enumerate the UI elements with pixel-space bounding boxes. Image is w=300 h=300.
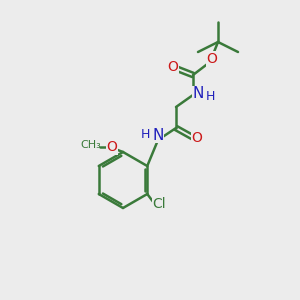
Text: H: H bbox=[206, 91, 215, 103]
Text: N: N bbox=[152, 128, 164, 142]
Text: N: N bbox=[192, 86, 204, 101]
Text: O: O bbox=[192, 131, 203, 145]
Text: O: O bbox=[168, 60, 178, 74]
Text: Cl: Cl bbox=[152, 197, 166, 211]
Text: CH₃: CH₃ bbox=[80, 140, 101, 150]
Text: O: O bbox=[106, 140, 117, 154]
Text: H: H bbox=[141, 128, 150, 142]
Text: O: O bbox=[207, 52, 218, 66]
